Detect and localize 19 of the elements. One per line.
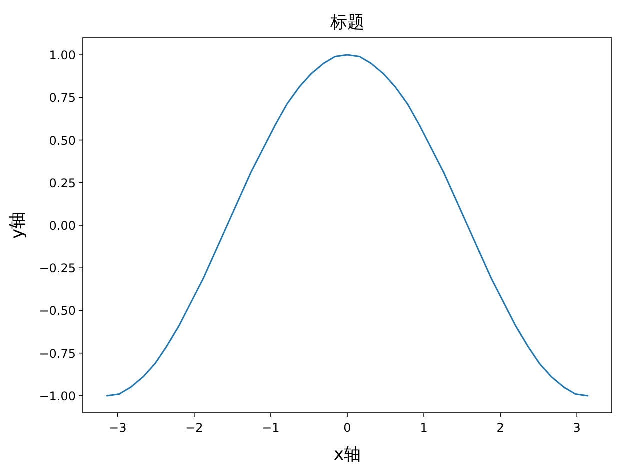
- chart-title: 标题: [330, 13, 364, 32]
- y-tick-label: −0.25: [39, 262, 76, 276]
- x-tick-label: −1: [262, 421, 280, 435]
- y-tick-label: 0.00: [49, 219, 76, 233]
- y-tick-label: −0.50: [39, 304, 76, 318]
- x-tick-label: 0: [344, 421, 352, 435]
- x-tick-label: −3: [109, 421, 127, 435]
- y-tick-label: 0.50: [49, 134, 76, 148]
- x-tick-label: −2: [186, 421, 204, 435]
- y-axis-title: y轴: [8, 212, 28, 240]
- x-tick-label: 3: [573, 421, 581, 435]
- x-tick-label: 2: [496, 421, 504, 435]
- y-tick-label: −1.00: [39, 389, 76, 404]
- y-tick-label: 0.75: [49, 91, 76, 106]
- y-tick-label: −0.75: [39, 346, 76, 361]
- x-tick-label: 1: [420, 421, 428, 435]
- y-tick-label: 1.00: [49, 48, 76, 63]
- y-tick-label: 0.25: [49, 176, 76, 190]
- x-axis-title: x轴: [334, 445, 362, 465]
